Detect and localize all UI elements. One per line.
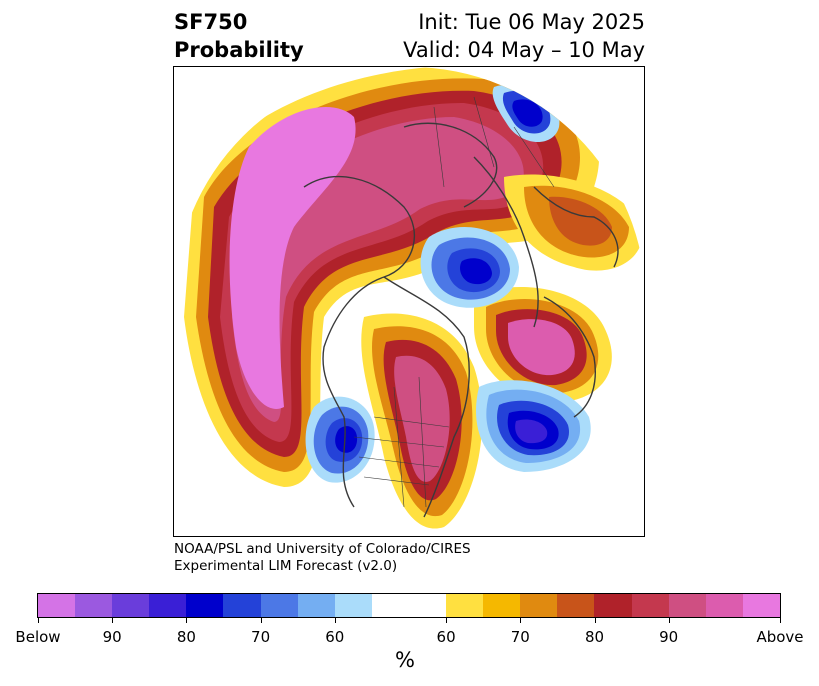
colorbar-tick-mark <box>334 618 336 623</box>
valid-range: Valid: 04 May – 10 May <box>403 38 645 62</box>
colorbar-tick-label: Above <box>756 628 804 646</box>
chart-title-left: SF750 Probability <box>174 8 304 64</box>
arctic-negative-region <box>420 227 519 308</box>
colorbar-segment <box>557 594 595 617</box>
colorbar-tick-mark <box>780 618 781 623</box>
colorbar-tick-mark <box>668 618 670 623</box>
colorbar-segment <box>446 594 484 617</box>
colorbar-segment <box>742 594 780 617</box>
colorbar-tick-mark <box>112 618 114 623</box>
colorbar-segment <box>186 594 224 617</box>
colorbar-segment <box>334 594 372 617</box>
coastlines <box>303 122 619 518</box>
probability-field <box>184 67 644 529</box>
colorbar-segment <box>297 594 335 617</box>
borders <box>353 96 555 508</box>
colorbar-segment <box>223 594 261 617</box>
colorbar-tick-mark <box>38 618 39 623</box>
colorbar-tick-label: 70 <box>510 628 530 646</box>
colorbar-segment <box>371 594 447 617</box>
init-date: Init: Tue 06 May 2025 <box>418 10 645 34</box>
colorbar-tick-mark <box>446 618 448 623</box>
colorbar-segment <box>631 594 669 617</box>
colorbar-segment <box>112 594 150 617</box>
colorbar-tick-mark <box>520 618 522 623</box>
colorbar-segment <box>520 594 558 617</box>
colorbar-tick-label: 70 <box>251 628 271 646</box>
chart-title-right: Init: Tue 06 May 2025 Valid: 04 May – 10… <box>345 8 645 64</box>
colorbar-segment <box>38 594 76 617</box>
forecast-map <box>173 66 645 537</box>
west-us-negative-region <box>305 396 375 483</box>
colorbar-tick-label: 90 <box>102 628 122 646</box>
colorbar-segment <box>594 594 632 617</box>
colorbar-tick-label: 80 <box>176 628 196 646</box>
colorbar-segment <box>705 594 743 617</box>
pacific-positive-region <box>184 67 599 487</box>
colorbar-tick-label: 60 <box>436 628 456 646</box>
colorbar <box>37 593 781 618</box>
colorbar-tick-label: 80 <box>584 628 605 646</box>
variable-label: SF750 <box>174 10 248 34</box>
colorbar-tick-mark <box>260 618 262 623</box>
credit-text: NOAA/PSL and University of Colorado/CIRE… <box>174 541 471 575</box>
credit-line-1: NOAA/PSL and University of Colorado/CIRE… <box>174 541 471 557</box>
credit-line-2: Experimental LIM Forecast (v2.0) <box>174 558 398 574</box>
colorbar-tick-mark <box>594 618 596 623</box>
colorbar-tick-mark <box>186 618 188 623</box>
colorbar-segment <box>668 594 706 617</box>
colorbar-unit-label: % <box>395 648 415 672</box>
colorbar-segment <box>483 594 521 617</box>
colorbar-segment <box>260 594 298 617</box>
product-label: Probability <box>174 38 304 62</box>
colorbar-tick-label: 60 <box>325 628 345 646</box>
atlantic-negative-region <box>476 380 591 472</box>
colorbar-segment <box>75 594 113 617</box>
colorbar-tick-label: Below <box>15 628 61 646</box>
colorbar-tick-label: 90 <box>659 628 679 646</box>
atlantic-positive-region <box>474 287 612 403</box>
colorbar-segment <box>149 594 187 617</box>
europe-positive-region <box>504 174 644 271</box>
